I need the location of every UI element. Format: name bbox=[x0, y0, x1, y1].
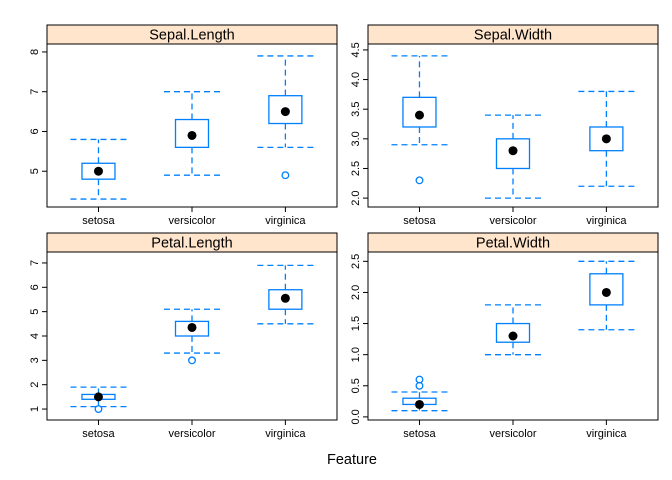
box-setosa bbox=[70, 386, 127, 413]
box-versicolor bbox=[164, 308, 220, 365]
iqr-box bbox=[402, 96, 437, 128]
y-tick-label: 2.5 bbox=[350, 161, 362, 176]
iqr-box bbox=[495, 138, 531, 170]
box-setosa bbox=[391, 375, 448, 412]
x-tick-label: versicolor bbox=[168, 215, 215, 227]
y-tick-label: 1.0 bbox=[350, 347, 362, 362]
iqr-box bbox=[268, 95, 303, 125]
box-virginica bbox=[578, 90, 635, 187]
x-tick-label: virginica bbox=[265, 428, 306, 440]
median-dot bbox=[187, 130, 197, 140]
median-dot bbox=[601, 287, 611, 297]
box-virginica bbox=[257, 264, 314, 325]
x-tick-label: setosa bbox=[403, 215, 436, 227]
median-dot bbox=[508, 146, 518, 156]
y-tick-label: 5 bbox=[29, 168, 41, 174]
median-dot bbox=[93, 392, 103, 402]
iqr-box bbox=[495, 322, 531, 343]
iqr-box bbox=[81, 162, 116, 180]
x-tick-label: setosa bbox=[82, 428, 115, 440]
x-tick-label: versicolor bbox=[489, 215, 536, 227]
box-virginica bbox=[578, 260, 635, 331]
median-dot bbox=[187, 322, 197, 332]
y-tick-label: 7 bbox=[29, 260, 41, 266]
outlier-point bbox=[188, 356, 196, 365]
panel-3: Petal.Width 0.0 0.5 1.0 1.5 2.0 2.5 setosa versi… bbox=[350, 232, 659, 440]
median-dot bbox=[280, 107, 290, 117]
x-tick-label: setosa bbox=[403, 428, 436, 440]
x-tick-label: versicolor bbox=[489, 428, 536, 440]
iqr-box bbox=[589, 273, 624, 306]
iqr-box bbox=[589, 126, 624, 152]
iqr-box bbox=[174, 118, 210, 149]
y-tick-label: 3.0 bbox=[350, 131, 362, 146]
median-dot bbox=[414, 399, 424, 409]
outlier-point bbox=[94, 405, 103, 413]
panel-1: Sepal.Width 2.0 2.5 3.0 3.5 4.0 4.5 setosa versi… bbox=[350, 24, 659, 227]
y-tick-label: 2.0 bbox=[350, 285, 362, 300]
box-versicolor bbox=[164, 91, 220, 176]
panel-title: Petal.Length bbox=[151, 236, 232, 252]
median-dot bbox=[280, 293, 290, 303]
y-tick-label: 4.0 bbox=[350, 72, 362, 87]
y-tick-label: 6 bbox=[29, 128, 41, 134]
outlier-point bbox=[281, 171, 290, 180]
y-tick-label: 2.5 bbox=[350, 254, 362, 269]
median-dot bbox=[508, 331, 518, 341]
x-tick-label: virginica bbox=[586, 215, 627, 227]
y-tick-label: 3.5 bbox=[350, 102, 362, 117]
median-dot bbox=[414, 110, 424, 120]
y-tick-label: 8 bbox=[29, 49, 41, 55]
box-versicolor bbox=[485, 304, 541, 356]
y-tick-label: 4 bbox=[29, 333, 41, 339]
box-virginica bbox=[257, 55, 314, 180]
x-tick-label: virginica bbox=[586, 428, 627, 440]
panel-title: Sepal.Width bbox=[474, 28, 552, 44]
y-tick-label: 1.5 bbox=[350, 316, 362, 331]
median-dot bbox=[93, 166, 103, 176]
y-tick-label: 3 bbox=[29, 357, 41, 363]
y-tick-label: 4.5 bbox=[350, 42, 362, 57]
panel-0: Sepal.Length 5 6 7 8 setosa versicolor virginic… bbox=[29, 24, 338, 227]
x-axis-label: Feature bbox=[327, 452, 377, 468]
box-setosa bbox=[391, 55, 448, 185]
box-setosa bbox=[70, 138, 127, 200]
y-tick-label: 7 bbox=[29, 89, 41, 95]
y-tick-label: 0.0 bbox=[350, 409, 362, 424]
x-tick-label: versicolor bbox=[168, 428, 215, 440]
panel-frame bbox=[46, 43, 338, 208]
iqr-box bbox=[268, 289, 303, 310]
y-tick-label: 2 bbox=[29, 382, 41, 388]
y-tick-label: 2.0 bbox=[350, 190, 362, 205]
iqr-box bbox=[174, 320, 210, 337]
x-tick-label: virginica bbox=[265, 215, 306, 227]
panel-title: Petal.Width bbox=[476, 236, 550, 252]
panel-title: Sepal.Length bbox=[149, 28, 234, 44]
y-tick-label: 0.5 bbox=[350, 378, 362, 393]
y-tick-label: 5 bbox=[29, 309, 41, 315]
y-tick-label: 6 bbox=[29, 284, 41, 290]
outlier-point bbox=[415, 176, 424, 185]
panel-2: Petal.Length 1 2 3 4 5 6 7 setosa versicolor virgi… bbox=[29, 232, 338, 440]
x-tick-label: setosa bbox=[82, 215, 115, 227]
median-dot bbox=[601, 134, 611, 144]
outlier-point bbox=[415, 375, 424, 384]
box-versicolor bbox=[485, 114, 541, 199]
y-tick-label: 1 bbox=[29, 406, 41, 412]
